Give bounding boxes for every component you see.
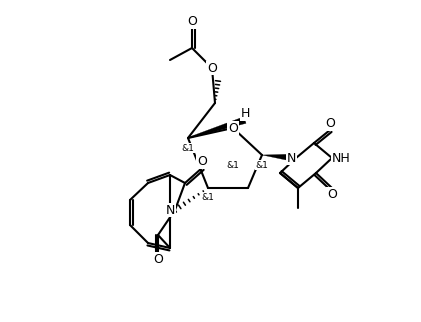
Text: &1: &1 [256,160,269,169]
Text: O: O [228,121,238,135]
Text: H: H [240,107,250,120]
Text: O: O [153,253,163,266]
Text: &1: &1 [226,160,240,169]
Polygon shape [262,154,296,162]
Text: N: N [287,151,296,165]
Polygon shape [188,117,246,138]
Text: &1: &1 [202,194,214,203]
Text: N: N [165,204,175,216]
Text: O: O [187,15,197,28]
Text: O: O [207,62,217,74]
Text: O: O [197,155,207,168]
Text: &1: &1 [181,144,195,153]
Text: O: O [327,188,337,201]
Text: NH: NH [332,151,351,165]
Text: O: O [325,117,335,130]
